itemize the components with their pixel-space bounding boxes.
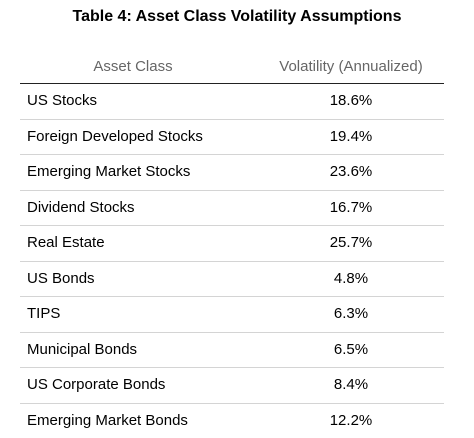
asset-class-cell: US Bonds [27,270,95,288]
table-row: Real Estate 25.7% [20,226,444,262]
asset-class-cell: TIPS [27,305,60,323]
volatility-cell: 4.8% [252,270,450,288]
table-row: Foreign Developed Stocks 19.4% [20,120,444,156]
table-row: TIPS 6.3% [20,297,444,333]
table-title: Table 4: Asset Class Volatility Assumpti… [0,6,474,28]
table-row: Dividend Stocks 16.7% [20,191,444,227]
table-row: US Bonds 4.8% [20,262,444,298]
table-row: Municipal Bonds 6.5% [20,333,444,369]
table-row: US Stocks 18.6% [20,84,444,120]
table-header: Asset Class Volatility (Annualized) [20,53,444,84]
column-header-volatility: Volatility (Annualized) [252,58,450,75]
table-row: US Corporate Bonds 8.4% [20,368,444,404]
volatility-cell: 25.7% [252,234,450,252]
volatility-cell: 23.6% [252,163,450,181]
volatility-cell: 6.3% [252,305,450,323]
asset-class-cell: Emerging Market Bonds [27,412,188,430]
volatility-cell: 18.6% [252,92,450,110]
asset-class-cell: Foreign Developed Stocks [27,128,203,146]
asset-class-cell: Emerging Market Stocks [27,163,190,181]
column-header-asset-class: Asset Class [20,58,246,75]
table-row: Emerging Market Stocks 23.6% [20,155,444,191]
volatility-cell: 16.7% [252,199,450,217]
asset-class-cell: Dividend Stocks [27,199,135,217]
asset-class-cell: US Stocks [27,92,97,110]
asset-class-cell: US Corporate Bonds [27,376,165,394]
volatility-cell: 6.5% [252,341,450,359]
table-row: Emerging Market Bonds 12.2% [20,404,444,438]
table-body: US Stocks 18.6% Foreign Developed Stocks… [20,84,444,438]
volatility-cell: 19.4% [252,128,450,146]
volatility-cell: 8.4% [252,376,450,394]
asset-class-cell: Municipal Bonds [27,341,137,359]
volatility-cell: 12.2% [252,412,450,430]
asset-class-cell: Real Estate [27,234,105,252]
